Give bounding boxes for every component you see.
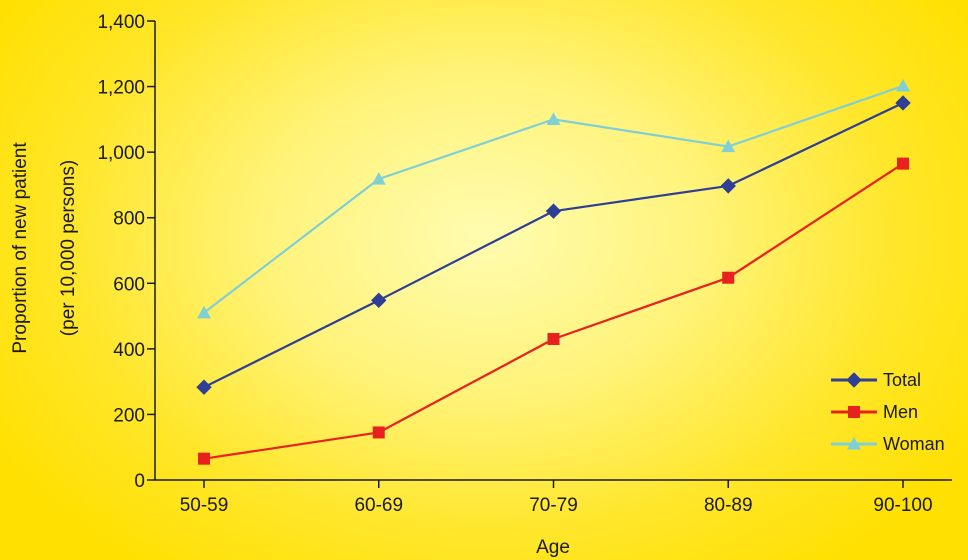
legend-marker-total — [846, 372, 862, 388]
y-axis-title: Proportion of new patient (per 10,000 pe… — [10, 142, 79, 354]
x-tick-label: 90-100 — [873, 495, 932, 516]
y-tick-label: 0 — [134, 471, 145, 492]
data-point-total — [371, 292, 387, 309]
data-point-total — [720, 178, 736, 194]
data-point-woman — [197, 305, 211, 319]
legend-label-men: Men — [883, 402, 918, 422]
y-axis: 0 200 400 600 800 1,000 1,200 1,400 — [97, 12, 156, 492]
x-tick-label: 70-79 — [529, 495, 578, 516]
data-point-men — [547, 333, 560, 346]
series-total — [196, 95, 911, 395]
y-tick-label: 800 — [113, 209, 145, 230]
y-axis-title-line2: (per 10,000 persons) — [58, 160, 79, 336]
y-axis-title-line1: Proportion of new patient — [10, 142, 31, 354]
legend: Total Men Woman — [831, 370, 945, 454]
legend-label-woman: Woman — [883, 434, 945, 454]
y-tick-label: 600 — [113, 274, 145, 295]
y-tick-label: 1,000 — [97, 143, 145, 164]
y-tick-label: 400 — [113, 340, 145, 361]
data-point-total — [196, 379, 212, 395]
legend-item-woman: Woman — [831, 434, 945, 454]
legend-marker-men — [848, 406, 860, 418]
data-point-men — [198, 452, 210, 465]
data-point-total — [895, 95, 911, 111]
x-tick-label: 60-69 — [354, 495, 403, 516]
series-woman — [197, 78, 910, 319]
x-axis-title: Age — [536, 537, 570, 558]
data-point-woman — [721, 139, 736, 153]
legend-label-total: Total — [883, 370, 921, 390]
series-men — [198, 157, 909, 465]
x-axis: 50-59 60-69 70-79 80-89 90-100 — [155, 479, 952, 516]
y-tick-label: 1,400 — [97, 12, 145, 33]
legend-marker-woman — [847, 437, 861, 450]
data-point-men — [722, 271, 735, 284]
legend-item-total: Total — [831, 370, 921, 390]
data-point-total — [545, 203, 562, 219]
x-tick-label: 80-89 — [704, 495, 753, 516]
legend-item-men: Men — [831, 402, 918, 422]
series-group — [196, 78, 911, 465]
data-point-men — [897, 157, 909, 170]
data-point-woman — [371, 172, 386, 185]
y-tick-label: 1,200 — [97, 78, 145, 99]
x-tick-label: 50-59 — [180, 495, 229, 516]
data-point-woman — [896, 78, 910, 92]
data-point-men — [372, 426, 385, 439]
data-point-woman — [546, 112, 561, 125]
y-tick-label: 200 — [113, 405, 145, 426]
